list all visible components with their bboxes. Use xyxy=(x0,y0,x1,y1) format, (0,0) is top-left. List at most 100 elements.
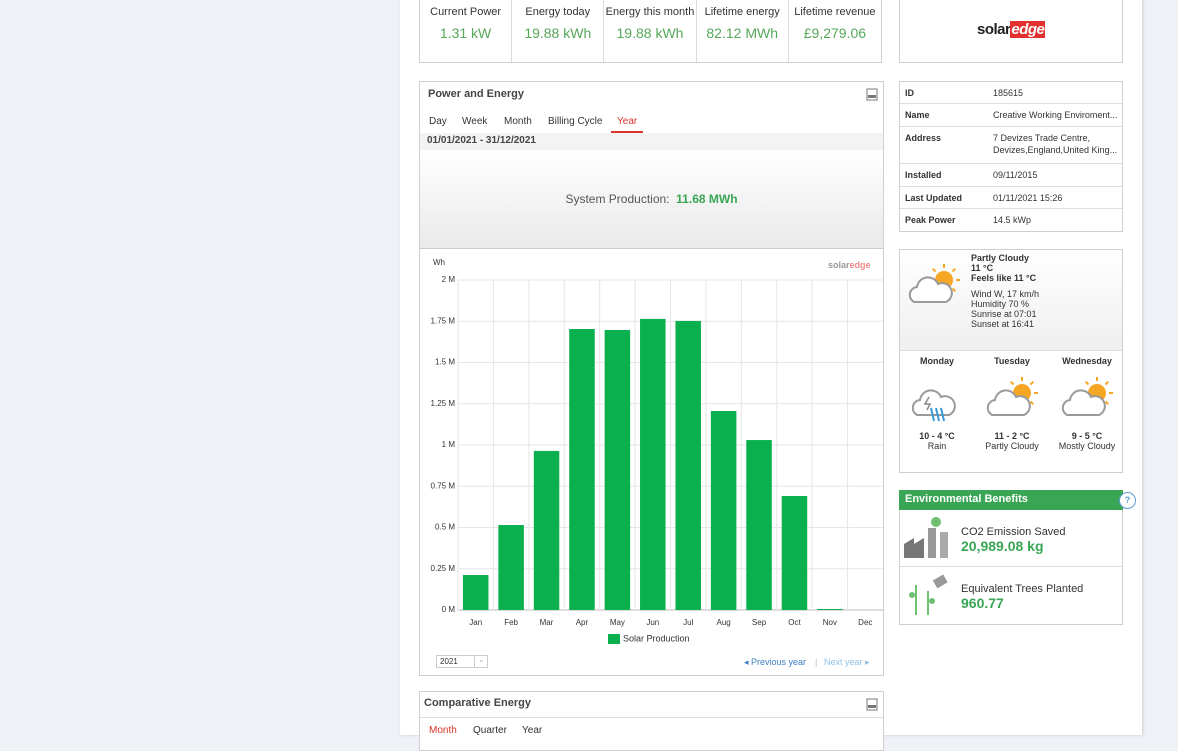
next-year-text: Next year xyxy=(824,657,863,667)
weather: Partly Cloudy 11 °C Feels like 11 °C Wind W… xyxy=(899,249,1123,473)
info-row: Installed 09/11/2015 xyxy=(900,164,1122,187)
chimney xyxy=(940,532,948,558)
kpi-label: Current Power xyxy=(430,6,502,18)
select-arrow: ⌄ xyxy=(474,656,487,667)
rain-drop xyxy=(935,407,940,422)
bar xyxy=(746,440,772,610)
info-label: ID xyxy=(905,88,914,98)
x-tick-label: Oct xyxy=(788,618,801,627)
y-tick-label: 0.5 M xyxy=(435,523,455,532)
info-row: Name Creative Working Enviroment... xyxy=(900,104,1122,127)
tab[interactable]: Quarter xyxy=(473,725,507,736)
x-tick-label: Jul xyxy=(683,618,693,627)
info-value: Devizes,England,United King... xyxy=(993,145,1118,155)
kpi: Energy this month 19.88 kWh xyxy=(604,0,697,62)
cloud xyxy=(908,276,953,303)
bar xyxy=(569,329,595,610)
info-value: 14.5 kWp xyxy=(993,215,1032,225)
forecast-condition: Rain xyxy=(927,441,947,451)
legend-label: Solar Production xyxy=(623,633,690,643)
kpi-value: 82.12 MWh xyxy=(706,25,778,41)
forecast-day: Wednesday xyxy=(1062,356,1112,366)
x-tick-label: Sep xyxy=(752,618,767,627)
tab-bar: Day Week Month Billing Cycle Year xyxy=(420,115,883,134)
export-icon[interactable] xyxy=(866,88,878,101)
previous-year[interactable]: ◂ Previous year xyxy=(744,657,807,667)
site-info: ID 185615 Name Creative Working Enviroment.… xyxy=(899,81,1123,232)
bar xyxy=(710,411,737,610)
weather-detail: Humidity 70 % xyxy=(971,299,1030,309)
tab[interactable]: Day xyxy=(429,116,447,127)
sun-ray xyxy=(1104,380,1110,386)
comparative-panel: Comparative Energy Month Quarter Year xyxy=(419,691,884,751)
x-tick-label: Nov xyxy=(823,618,837,627)
benefit-label: Equivalent Trees Planted xyxy=(961,583,1084,595)
tab[interactable]: Year xyxy=(522,725,543,736)
kpi-label: Energy today xyxy=(525,6,591,18)
info-row: Address 7 Devizes Trade Centre, Devizes,En… xyxy=(900,127,1122,164)
forecast-day: Tuesday xyxy=(994,356,1030,366)
info-label: Last Updated xyxy=(905,193,963,203)
forecast-condition: Partly Cloudy xyxy=(985,441,1039,451)
kpi-label: Lifetime energy xyxy=(704,6,780,18)
cloud xyxy=(1061,389,1106,416)
page: {"kpis": [ {"label": "Current Power", "v… xyxy=(400,0,1142,751)
year-select[interactable]: 2021 ⌄ xyxy=(436,655,488,668)
tab[interactable]: Year xyxy=(611,116,644,133)
info-row: Peak Power 14.5 kWp xyxy=(900,209,1122,231)
info-value: 01/11/2021 15:26 xyxy=(993,193,1063,203)
benefit: Equivalent Trees Planted 960.77 xyxy=(900,567,1122,624)
next-year[interactable]: Next year ▸ xyxy=(824,657,870,667)
y-tick-label: 1 M xyxy=(442,440,456,449)
info-label: Peak Power xyxy=(905,215,956,225)
production-box: System Production: 11.68 MWh xyxy=(420,150,883,249)
factory-icon xyxy=(904,517,948,558)
benefits: Environmental Benefits ? CO2 Emission Sa… xyxy=(899,490,1136,625)
y-axis-label: Wh xyxy=(433,258,445,267)
x-tick-label: May xyxy=(610,618,625,627)
chimney xyxy=(928,528,936,558)
sun-ray xyxy=(931,267,937,273)
bolt xyxy=(923,396,932,411)
factory xyxy=(904,538,924,558)
benefits-header: Environmental Benefits xyxy=(899,490,1123,510)
benefit: CO2 Emission Saved 20,989.08 kg xyxy=(900,510,1122,567)
legend-swatch xyxy=(608,634,620,644)
watermark-right: edge xyxy=(850,260,871,270)
weather-icon xyxy=(1061,377,1113,416)
x-tick-label: Dec xyxy=(858,618,872,627)
y-tick-label: 0.25 M xyxy=(431,564,456,573)
y-tick-label: 1.5 M xyxy=(435,358,455,367)
info-label: Address xyxy=(905,133,942,143)
previous-year-text: Previous year xyxy=(751,657,807,667)
kpi-value: 19.88 kWh xyxy=(616,25,684,41)
sun-ray xyxy=(951,287,957,293)
x-tick-label: Jun xyxy=(646,618,659,627)
production-value: 11.68 MWh xyxy=(676,192,738,206)
bar xyxy=(781,495,808,610)
info-row: ID 185615 xyxy=(900,82,1122,104)
weather-detail: Sunset at 16:41 xyxy=(971,319,1035,329)
weather-icon xyxy=(986,377,1038,416)
logo-left: solar xyxy=(977,21,1011,38)
kpi-label: Lifetime revenue xyxy=(794,6,876,18)
y-tick-label: 2 M xyxy=(442,275,456,284)
year-select-value: 2021 xyxy=(440,657,458,666)
benefit-value: 960.77 xyxy=(961,595,1004,611)
kpi-label: Energy this month xyxy=(605,6,695,18)
date-range: 01/01/2021 - 31/12/2021 xyxy=(427,135,536,146)
tab[interactable]: Billing Cycle xyxy=(548,116,603,127)
info-row: Last Updated 01/11/2021 15:26 xyxy=(900,187,1122,209)
tab[interactable]: Month xyxy=(504,116,532,127)
benefits-title: Environmental Benefits xyxy=(905,493,1028,505)
logo: solaredge xyxy=(977,21,1046,38)
help-icon[interactable]: ? xyxy=(1119,492,1136,509)
export-icon[interactable] xyxy=(866,698,878,711)
tab[interactable]: Month xyxy=(429,725,457,736)
tab[interactable]: Week xyxy=(462,116,488,127)
watermark-left: solar xyxy=(828,260,850,270)
kpi-value: 1.31 kW xyxy=(439,25,492,41)
separator: | xyxy=(815,657,818,667)
weather-icon xyxy=(911,389,956,422)
cloud xyxy=(986,389,1031,416)
